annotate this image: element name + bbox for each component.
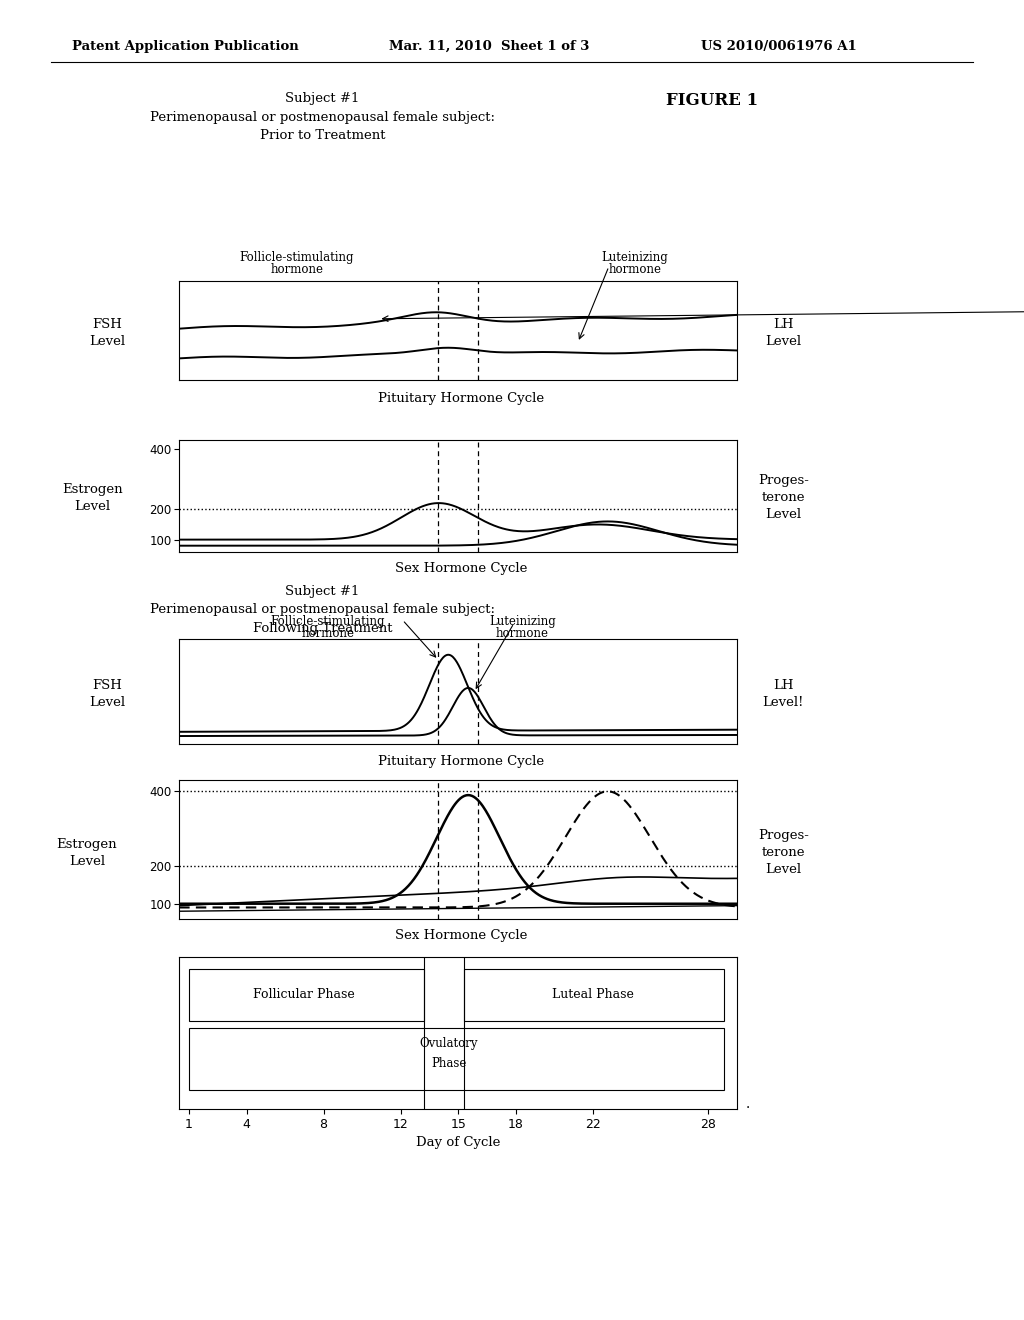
Text: Sex Hormone Cycle: Sex Hormone Cycle [394,929,527,942]
Text: Sex Hormone Cycle: Sex Hormone Cycle [394,562,527,576]
Text: Luteinizing: Luteinizing [601,251,669,264]
Text: Phase: Phase [431,1056,466,1069]
Text: Follicle-stimulating: Follicle-stimulating [270,615,385,628]
Text: Pituitary Hormone Cycle: Pituitary Hormone Cycle [378,755,544,768]
Text: hormone: hormone [301,627,354,640]
Text: Follicular Phase: Follicular Phase [253,987,355,1001]
Text: Proges-
terone
Level: Proges- terone Level [758,474,809,521]
Text: Estrogen
Level: Estrogen Level [61,483,123,512]
Bar [188,1028,724,1090]
Text: ·: · [745,1101,750,1115]
Text: Ovulatory: Ovulatory [420,1036,478,1049]
Bar [188,969,424,1022]
Text: Follicle-stimulating: Follicle-stimulating [240,251,354,264]
Text: Perimenopausal or postmenopausal female subject:: Perimenopausal or postmenopausal female … [151,111,495,124]
Text: Subject #1: Subject #1 [286,585,359,598]
Text: Perimenopausal or postmenopausal female subject:: Perimenopausal or postmenopausal female … [151,603,495,616]
X-axis label: Day of Cycle: Day of Cycle [416,1137,501,1150]
Text: Luteal Phase: Luteal Phase [552,987,634,1001]
Text: LH
Level: LH Level [765,318,802,347]
Text: Mar. 11, 2010  Sheet 1 of 3: Mar. 11, 2010 Sheet 1 of 3 [389,40,590,53]
Text: US 2010/0061976 A1: US 2010/0061976 A1 [701,40,857,53]
Bar [464,969,724,1022]
Text: Estrogen
Level: Estrogen Level [56,838,118,867]
Text: LH
Level!: LH Level! [763,680,804,709]
Text: hormone: hormone [496,627,549,640]
Text: Patent Application Publication: Patent Application Publication [72,40,298,53]
Text: Proges-
terone
Level: Proges- terone Level [758,829,809,876]
Text: Luteinizing: Luteinizing [488,615,556,628]
Text: FSH
Level: FSH Level [89,680,126,709]
Text: FIGURE 1: FIGURE 1 [666,92,758,110]
Text: FSH
Level: FSH Level [89,318,126,347]
Text: Following Treatment: Following Treatment [253,622,392,635]
Text: Pituitary Hormone Cycle: Pituitary Hormone Cycle [378,392,544,405]
Text: Subject #1: Subject #1 [286,92,359,106]
Text: Prior to Treatment: Prior to Treatment [260,129,385,143]
Text: hormone: hormone [270,263,324,276]
Text: hormone: hormone [608,263,662,276]
